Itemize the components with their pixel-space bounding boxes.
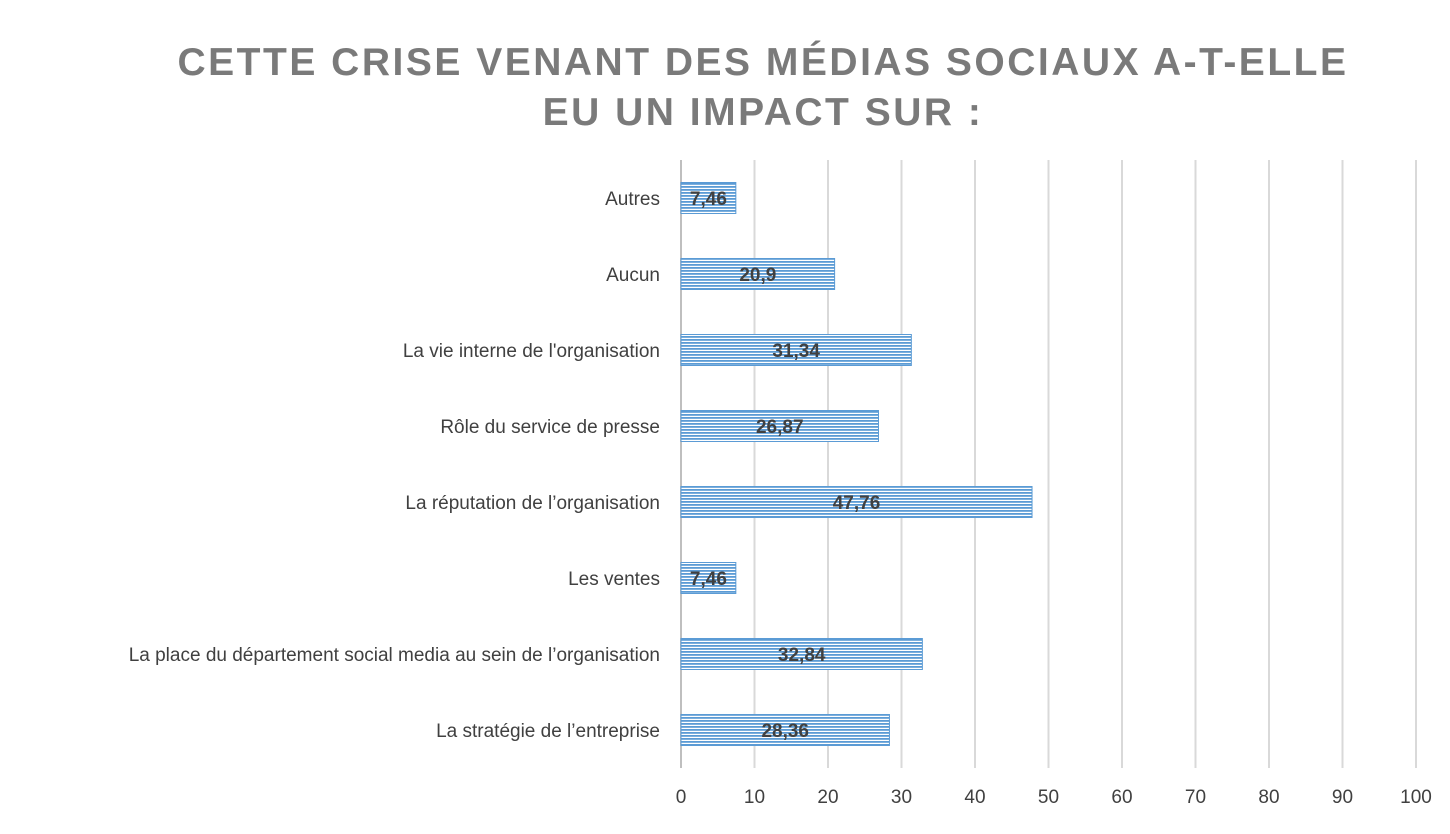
bar bbox=[680, 638, 923, 670]
x-tick-label: 100 bbox=[1400, 787, 1432, 808]
gridlines bbox=[753, 160, 1417, 768]
x-tick-label: 0 bbox=[676, 787, 687, 808]
bars bbox=[680, 182, 1033, 746]
x-tick-label: 90 bbox=[1332, 787, 1353, 808]
bar bbox=[680, 258, 836, 290]
bar bbox=[680, 182, 737, 214]
category-label: La stratégie de l’entreprise bbox=[436, 721, 660, 742]
category-label: Aucun bbox=[606, 265, 660, 286]
chart-title: CETTE CRISE VENANT DES MÉDIAS SOCIAUX A-… bbox=[0, 38, 1450, 138]
data-label: 31,34 bbox=[772, 341, 820, 362]
x-tick-label: 10 bbox=[744, 787, 765, 808]
x-tick-labels: 0 10 20 30 40 50 60 70 80 90 100 bbox=[676, 787, 1432, 808]
x-tick-label: 60 bbox=[1111, 787, 1132, 808]
category-label: Les ventes bbox=[568, 569, 660, 590]
data-label: 47,76 bbox=[833, 493, 881, 514]
bar bbox=[680, 334, 912, 366]
chart-title-line-1: CETTE CRISE VENANT DES MÉDIAS SOCIAUX A-… bbox=[177, 41, 1349, 84]
data-label: 7,46 bbox=[690, 569, 727, 590]
category-label: Autres bbox=[605, 189, 660, 210]
data-label: 20,9 bbox=[739, 265, 776, 286]
bar bbox=[680, 410, 879, 442]
category-label: La vie interne de l'organisation bbox=[403, 341, 660, 362]
category-label: La place du département social media au … bbox=[129, 645, 660, 666]
bar bbox=[680, 714, 890, 746]
x-tick-label: 40 bbox=[964, 787, 985, 808]
data-label: 32,84 bbox=[778, 645, 826, 666]
bar bbox=[680, 562, 737, 594]
category-label: La réputation de l’organisation bbox=[405, 493, 660, 514]
x-tick-label: 50 bbox=[1038, 787, 1059, 808]
category-labels: La stratégie de l’entreprise La place du … bbox=[129, 189, 660, 742]
x-tick-label: 70 bbox=[1185, 787, 1206, 808]
x-tick-label: 30 bbox=[891, 787, 912, 808]
bar bbox=[680, 486, 1033, 518]
x-tick-label: 80 bbox=[1258, 787, 1279, 808]
data-label: 26,87 bbox=[756, 417, 804, 438]
category-label: Rôle du service de presse bbox=[440, 417, 660, 438]
data-label: 28,36 bbox=[761, 721, 809, 742]
x-tick-label: 20 bbox=[817, 787, 838, 808]
data-labels: 28,36 32,84 7,46 47,76 26,87 31,34 20,9 7,46 bbox=[690, 189, 880, 742]
chart-title-line-2: EU UN IMPACT SUR : bbox=[542, 91, 984, 134]
data-label: 7,46 bbox=[690, 189, 727, 210]
